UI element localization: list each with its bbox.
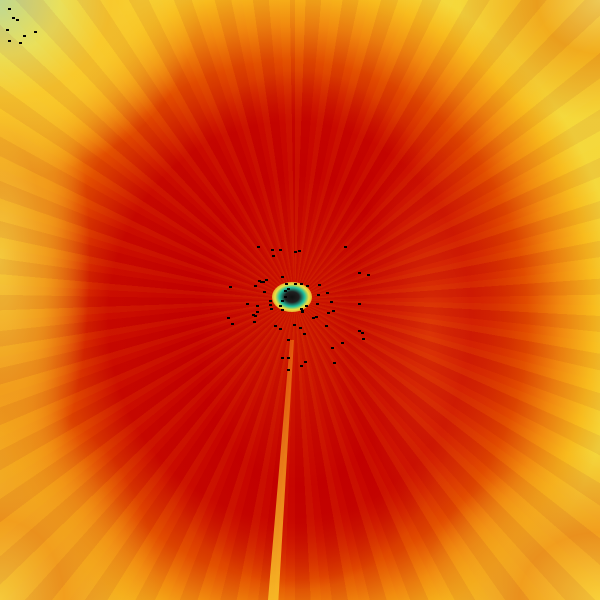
no-data-speck [281, 276, 285, 279]
no-data-speck [279, 328, 283, 331]
no-data-speck [294, 250, 298, 253]
no-data-speck [286, 356, 290, 359]
no-data-speck [304, 305, 308, 308]
no-data-speck [254, 285, 258, 288]
no-data-speck [279, 248, 283, 251]
no-data-speck [362, 338, 366, 341]
no-data-speck [6, 29, 10, 31]
no-data-speck [274, 324, 278, 327]
no-data-speck [367, 273, 371, 276]
no-data-speck [228, 285, 232, 288]
no-data-speck [268, 304, 272, 307]
no-data-speck [268, 300, 272, 303]
no-data-speck [298, 249, 302, 252]
no-data-speck [270, 307, 274, 310]
no-data-speck [292, 323, 296, 326]
no-data-speck [256, 311, 260, 314]
no-data-speck [343, 245, 347, 248]
no-data-speck [306, 284, 310, 287]
no-data-speck [8, 7, 12, 10]
no-data-speck [298, 327, 302, 330]
no-data-speck [360, 332, 364, 335]
no-data-speck [271, 254, 275, 257]
no-data-speck [294, 282, 298, 285]
no-data-speck [300, 307, 304, 310]
no-data-speck [283, 289, 287, 292]
no-data-speck [8, 40, 12, 43]
no-data-speck [257, 246, 261, 249]
no-data-speck [300, 364, 304, 367]
no-data-speck [270, 248, 274, 251]
no-data-speck [256, 304, 260, 307]
no-data-speck [263, 291, 267, 294]
no-data-speck [286, 368, 290, 371]
no-data-speck [357, 303, 361, 305]
no-data-speck [317, 294, 321, 297]
no-data-speck [285, 283, 289, 286]
no-data-speck [315, 316, 319, 319]
no-data-speck [332, 310, 336, 313]
no-data-speck [226, 317, 230, 320]
no-data-speck [311, 317, 315, 320]
no-data-speck [264, 279, 268, 282]
no-data-speck [324, 325, 328, 328]
no-data-speck [231, 323, 235, 326]
no-data-speck [315, 302, 319, 305]
no-data-speck [18, 42, 22, 45]
no-data-speck [327, 312, 331, 315]
no-data-speck [303, 332, 307, 335]
no-data-speck [253, 315, 257, 318]
no-data-speck [286, 339, 290, 342]
no-data-speck [330, 301, 334, 304]
no-data-speck [326, 291, 330, 294]
no-data-speck [259, 281, 263, 284]
no-data-speck [258, 279, 262, 282]
no-data-speck [12, 17, 16, 20]
no-data-speck [279, 304, 283, 307]
no-data-speck [317, 284, 321, 287]
no-data-speck [281, 356, 285, 359]
no-data-speck [281, 300, 285, 303]
no-data-speck [280, 309, 284, 312]
no-data-speck [245, 302, 249, 305]
no-data-speck [283, 296, 287, 299]
no-data-speck [331, 347, 335, 350]
no-data-speck [357, 271, 361, 274]
no-data-speck [15, 19, 19, 22]
no-data-speck [262, 281, 266, 284]
no-data-speck [23, 34, 27, 37]
no-data-speck [341, 341, 345, 344]
no-data-speck [301, 309, 305, 312]
no-data-speck [299, 282, 303, 285]
no-data-speck [33, 30, 37, 33]
no-data-speck [303, 360, 307, 363]
no-data-speck [252, 321, 256, 324]
no-data-speck [332, 362, 336, 365]
no-data-speck [286, 288, 290, 291]
no-data-speck [357, 330, 361, 333]
